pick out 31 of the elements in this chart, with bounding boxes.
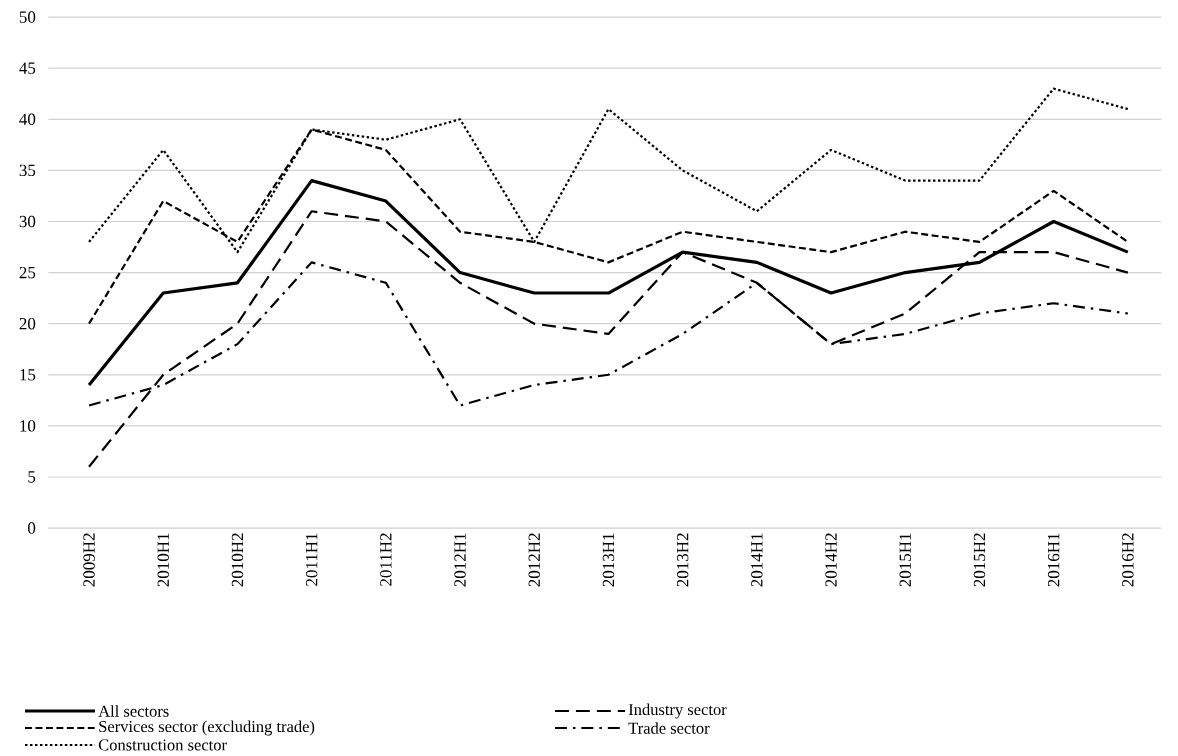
y-tick-label: 50 xyxy=(19,11,36,23)
legend-label: Trade sector xyxy=(628,722,710,734)
y-tick-label: 20 xyxy=(19,317,36,330)
legend-label: Industry sector xyxy=(628,703,727,719)
x-tick-label: 2014H2 xyxy=(825,533,837,587)
y-tick-label: 0 xyxy=(28,522,36,534)
x-tick-label: 2012H1 xyxy=(454,533,466,587)
legend-label: Services sector (excluding trade) xyxy=(99,720,315,736)
x-tick-label: 2013H1 xyxy=(602,533,615,587)
x-tick-label: 2016H1 xyxy=(1047,533,1060,587)
x-tick-label: 2009H2 xyxy=(83,533,95,587)
x-tick-label: 2015H2 xyxy=(973,533,986,587)
x-tick-label: 2016H2 xyxy=(1122,533,1134,587)
y-tick-label: 35 xyxy=(19,164,36,177)
x-tick-label: 2010H2 xyxy=(231,533,244,587)
y-tick-label: 25 xyxy=(19,266,36,279)
x-tick-label: 2012H2 xyxy=(528,533,540,587)
y-tick-label: 5 xyxy=(28,471,36,483)
y-tick-label: 15 xyxy=(20,369,36,381)
x-tick-label: 2011H1 xyxy=(305,533,318,586)
x-tick-label: 2014H1 xyxy=(751,533,763,587)
y-tick-label: 30 xyxy=(19,215,36,228)
y-tick-label: 45 xyxy=(19,62,36,74)
y-tick-label: 10 xyxy=(20,420,36,432)
y-tick-label: 40 xyxy=(19,113,36,126)
x-tick-label: 2015H1 xyxy=(899,533,911,587)
x-tick-label: 2011H2 xyxy=(380,533,392,586)
legend-label: Construction sector xyxy=(98,739,227,751)
x-tick-label: 2010H1 xyxy=(157,533,169,587)
legend-label: All sectors xyxy=(98,705,169,717)
x-tick-label: 2013H2 xyxy=(676,533,689,587)
